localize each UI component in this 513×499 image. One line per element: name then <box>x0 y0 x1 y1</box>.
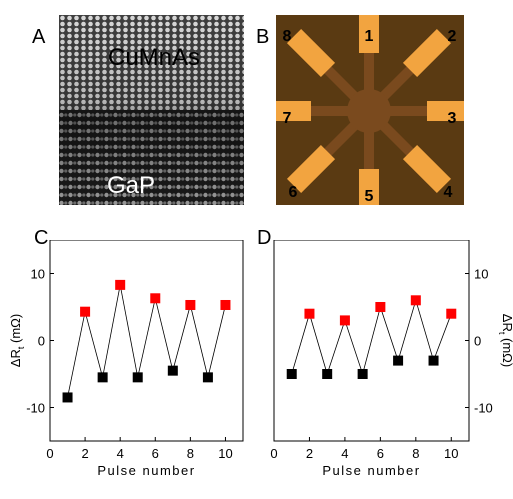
y-tick-label: -10 <box>474 401 493 416</box>
arm-stripe-7 <box>305 106 355 116</box>
data-point-red <box>80 306 91 317</box>
y-tick-label: 10 <box>474 267 488 282</box>
contact-arm-3 <box>383 101 464 121</box>
x-tick-label: 4 <box>117 446 124 461</box>
connecting-line <box>291 298 452 376</box>
contact-number-3: 3 <box>448 110 457 127</box>
device-micrograph: 1 2 3 4 5 6 7 8 <box>276 15 464 205</box>
device-center <box>347 89 391 133</box>
x-tick-label: 6 <box>377 446 384 461</box>
contact-arm-4 <box>375 117 452 194</box>
data-point-black <box>428 355 439 366</box>
arm-stripe-6 <box>320 117 363 160</box>
contact-pad-2 <box>402 28 452 78</box>
x-tick-label: 6 <box>152 446 159 461</box>
data-point-black <box>322 369 333 379</box>
data-point-red <box>410 295 421 306</box>
x-tick-label: 0 <box>46 446 53 461</box>
y-tick-label: 10 <box>31 267 45 282</box>
data-point-red <box>115 279 126 290</box>
contact-number-6: 6 <box>289 184 298 201</box>
contact-pad-5 <box>359 169 379 205</box>
y-axis-label: ΔRt (mΩ) <box>497 314 513 367</box>
x-tick-label: 10 <box>218 446 232 461</box>
x-tick-label: 8 <box>187 446 194 461</box>
contact-arm-6 <box>286 117 363 194</box>
data-point-red <box>304 308 315 319</box>
panel-letter-d: D <box>257 227 272 249</box>
y-tick-label: -10 <box>26 401 45 416</box>
arm-stripe-5 <box>364 125 374 175</box>
arm-stripe-4 <box>375 117 418 160</box>
panel-letter-c: C <box>34 227 49 249</box>
chart-d: -10 0 10 0 2 4 6 8 10 Pulse number ΔRt (mΩ) <box>270 240 513 478</box>
data-point-red <box>339 315 350 326</box>
panel-letter-a: A <box>32 26 46 48</box>
y-tick-label: 0 <box>474 334 481 349</box>
contact-arm-2 <box>375 28 452 105</box>
contact-number-4: 4 <box>444 184 453 201</box>
data-point-black <box>286 369 297 379</box>
x-tick-label: 10 <box>444 446 458 461</box>
cumnas-label: CuMnAs <box>108 44 200 71</box>
contact-pad-4 <box>402 144 452 194</box>
arm-stripe-8 <box>320 62 363 105</box>
data-point-black <box>167 365 178 376</box>
tem-image: CuMnAs GaP <box>59 15 244 205</box>
arm-stripe-1 <box>364 47 374 97</box>
contact-arm-8 <box>286 28 363 105</box>
data-point-red <box>220 299 231 310</box>
y-axis-label: ΔRt (mΩ) <box>8 314 26 367</box>
data-point-red <box>185 299 196 310</box>
panel-letter-b: B <box>256 26 270 48</box>
data-point-black <box>62 392 73 403</box>
gap-label: GaP <box>107 172 155 199</box>
contact-arm-7 <box>276 101 355 121</box>
x-tick-label: 0 <box>270 446 277 461</box>
connecting-line <box>67 284 226 398</box>
contact-number-5: 5 <box>365 188 374 205</box>
contact-pad-6 <box>286 144 336 194</box>
x-axis-label: Pulse number <box>97 463 195 478</box>
x-tick-label: 8 <box>412 446 419 461</box>
contact-pad-3 <box>427 101 464 121</box>
x-tick-label: 2 <box>81 446 88 461</box>
arm-stripe-2 <box>375 62 418 105</box>
contact-arm-5 <box>359 125 379 205</box>
data-point-red <box>375 302 386 312</box>
data-point-black <box>202 372 213 383</box>
data-point-black <box>97 372 108 383</box>
x-axis-label: Pulse number <box>322 463 420 478</box>
y-tick-label: 0 <box>38 334 45 349</box>
contact-number-7: 7 <box>283 110 292 127</box>
contact-pad-1 <box>359 15 379 53</box>
contact-number-2: 2 <box>448 28 457 45</box>
chart-c: -10 0 10 0 2 4 6 8 10 Pulse number ΔRt (mΩ) <box>8 240 244 478</box>
data-point-red <box>446 308 457 319</box>
arm-stripe-3 <box>383 106 433 116</box>
contact-arm-1 <box>359 15 379 97</box>
contact-number-1: 1 <box>365 28 374 45</box>
contact-pad-7 <box>276 101 311 121</box>
data-point-black <box>357 369 368 379</box>
contact-number-8: 8 <box>283 28 292 45</box>
x-tick-label: 2 <box>306 446 313 461</box>
contact-pad-8 <box>286 28 336 78</box>
data-point-black <box>132 372 143 383</box>
data-point-red <box>150 293 161 304</box>
data-point-black <box>393 355 404 366</box>
x-tick-label: 4 <box>341 446 348 461</box>
